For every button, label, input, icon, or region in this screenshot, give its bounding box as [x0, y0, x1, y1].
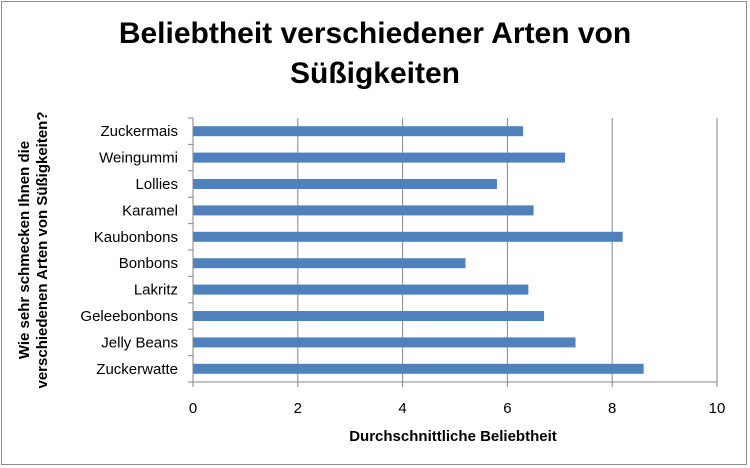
- x-tick-label: 8: [608, 400, 616, 417]
- category-label: Jelly Beans: [101, 334, 178, 351]
- bar-karamel: [193, 205, 534, 216]
- category-labels: Zuckerwatte Jelly Beans Geleebonbons Lakrit…: [80, 123, 178, 378]
- bar-zuckerwatte: [193, 363, 644, 374]
- x-tick-label: 4: [398, 400, 406, 417]
- y-axis-title-line-2: verschiedenen Arten von Süßigkeiten?: [34, 111, 51, 388]
- bar-zuckermais: [193, 126, 524, 137]
- x-tick-label: 10: [709, 400, 726, 417]
- bar-jelly-beans: [193, 337, 576, 348]
- category-label: Zuckermais: [100, 123, 178, 140]
- category-label: Lakritz: [134, 282, 178, 299]
- x-tick-label: 6: [503, 400, 511, 417]
- category-label: Bonbons: [119, 255, 178, 272]
- bar-geleebonbons: [193, 311, 545, 321]
- x-axis-title: Durchschnittliche Beliebtheit: [349, 428, 557, 445]
- category-label: Kaubonbons: [94, 229, 178, 246]
- bar-bonbons: [193, 258, 466, 269]
- y-axis-title-line-1: Wie sehr schmecken Ihnen die: [16, 141, 33, 359]
- x-tick-label: 2: [294, 400, 302, 417]
- category-label: Geleebonbons: [80, 308, 178, 325]
- chart-title-line-2: Süßigkeiten: [289, 57, 461, 90]
- category-label: Karamel: [122, 202, 178, 219]
- category-label: Zuckerwatte: [96, 361, 178, 378]
- bar-kaubonbons: [193, 231, 623, 242]
- bars: [193, 126, 644, 374]
- category-label: Weingummi: [99, 150, 178, 167]
- bar-lakritz: [193, 284, 529, 295]
- chart-title-line-1: Beliebtheit verschiedener Arten von: [118, 17, 632, 50]
- bar-weingummi: [193, 152, 566, 163]
- x-tick-labels: 0 2 4 6 8 10: [189, 400, 726, 417]
- x-tick-label: 0: [189, 400, 197, 417]
- category-label: Lollies: [135, 176, 178, 193]
- bar-lollies: [193, 179, 497, 189]
- y-axis-title: Wie sehr schmecken Ihnen die verschieden…: [16, 111, 51, 388]
- axes: [188, 117, 718, 387]
- chart-title: Beliebtheit verschiedener Arten von Süßi…: [0, 14, 750, 94]
